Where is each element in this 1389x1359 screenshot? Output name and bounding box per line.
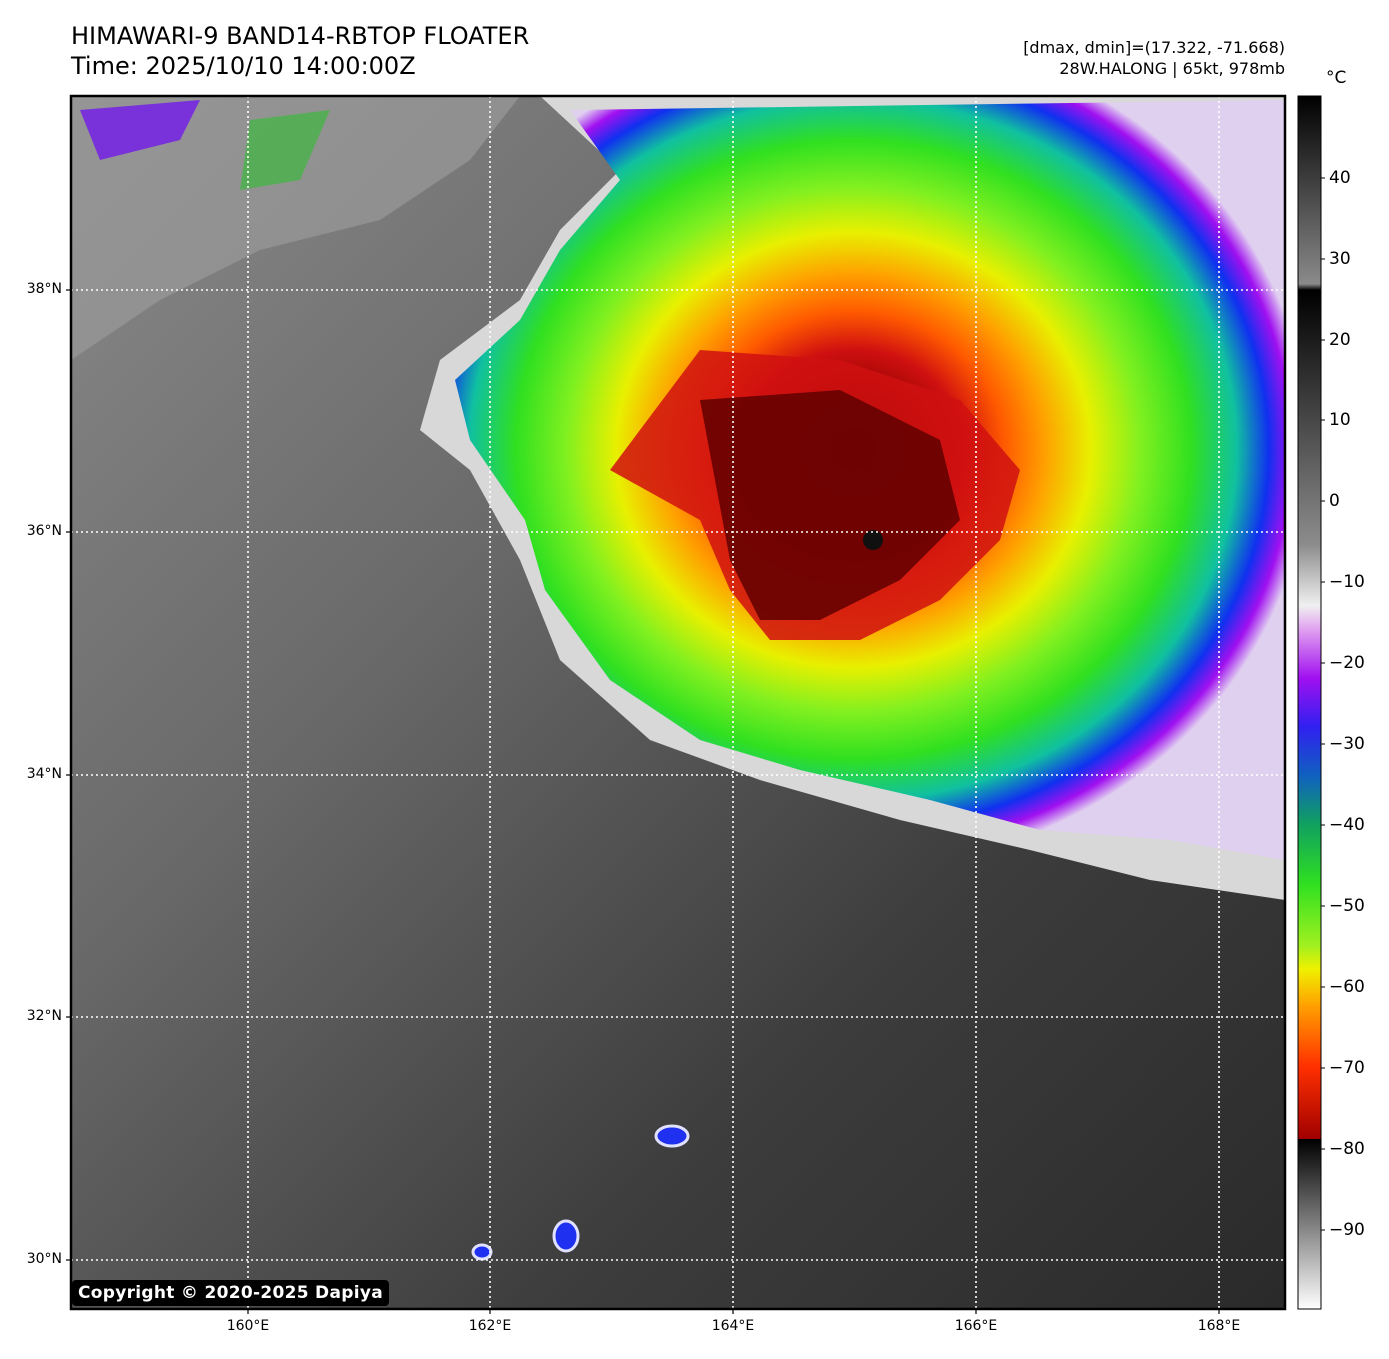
longitude-label: 164°E xyxy=(711,1318,755,1334)
storm-info-text: 28W.HALONG | 65kt, 978mb xyxy=(1059,59,1285,78)
latitude-label: 32°N xyxy=(26,1008,62,1024)
coldest-cloud-tops xyxy=(700,390,960,620)
colorbar-tick-label: 30 xyxy=(1329,249,1351,269)
colorbar-tick-label: 20 xyxy=(1329,330,1351,350)
copyright-badge: Copyright © 2020-2025 Dapiya xyxy=(72,1280,389,1306)
colorbar-tick-label: 10 xyxy=(1329,410,1351,430)
latitude-label: 36°N xyxy=(26,523,62,539)
colorbar-tick-label: 0 xyxy=(1329,491,1340,511)
colorbar-tick-label: −70 xyxy=(1329,1058,1365,1078)
longitude-label: 166°E xyxy=(954,1318,998,1334)
colorbar-tick-label: −20 xyxy=(1329,653,1365,673)
longitude-label: 162°E xyxy=(468,1318,512,1334)
longitude-label: 168°E xyxy=(1197,1318,1241,1334)
graticule xyxy=(71,96,1285,1309)
map-frame xyxy=(69,94,1287,1311)
axis-ticks xyxy=(66,289,1220,1314)
colorbar-tick-label: −10 xyxy=(1329,572,1365,592)
colorbar-tick-label: −60 xyxy=(1329,977,1365,997)
colorbar xyxy=(1297,95,1322,1310)
cold-cloud-patch xyxy=(80,100,200,160)
colorbar-tick-label: 40 xyxy=(1329,168,1351,188)
latitude-label: 34°N xyxy=(26,766,62,782)
longitude-label: 160°E xyxy=(226,1318,270,1334)
latitude-label: 38°N xyxy=(26,281,62,297)
overshooting-top xyxy=(863,530,883,550)
colorbar-unit: °C xyxy=(1326,68,1347,88)
northern-cloud-band xyxy=(71,96,520,360)
convective-cell xyxy=(552,1219,580,1253)
convective-cell xyxy=(654,1124,690,1148)
colorbar-tick-label: −90 xyxy=(1329,1220,1365,1240)
cold-cloud-patch xyxy=(240,110,330,190)
chart-timestamp: Time: 2025/10/10 14:00:00Z xyxy=(71,52,416,80)
colorbar-tick-label: −80 xyxy=(1329,1139,1365,1159)
convective-cell xyxy=(471,1243,493,1261)
colorbar-tick-label: −30 xyxy=(1329,734,1365,754)
data-range-text: [dmax, dmin]=(17.322, -71.668) xyxy=(1023,38,1285,57)
latitude-label: 30°N xyxy=(26,1251,62,1267)
chart-title: HIMAWARI-9 BAND14-RBTOP FLOATER xyxy=(71,22,530,50)
colorbar-tick-label: −40 xyxy=(1329,815,1365,835)
colorbar-ticks xyxy=(1321,177,1325,1231)
colorbar-tick-label: −50 xyxy=(1329,896,1365,916)
